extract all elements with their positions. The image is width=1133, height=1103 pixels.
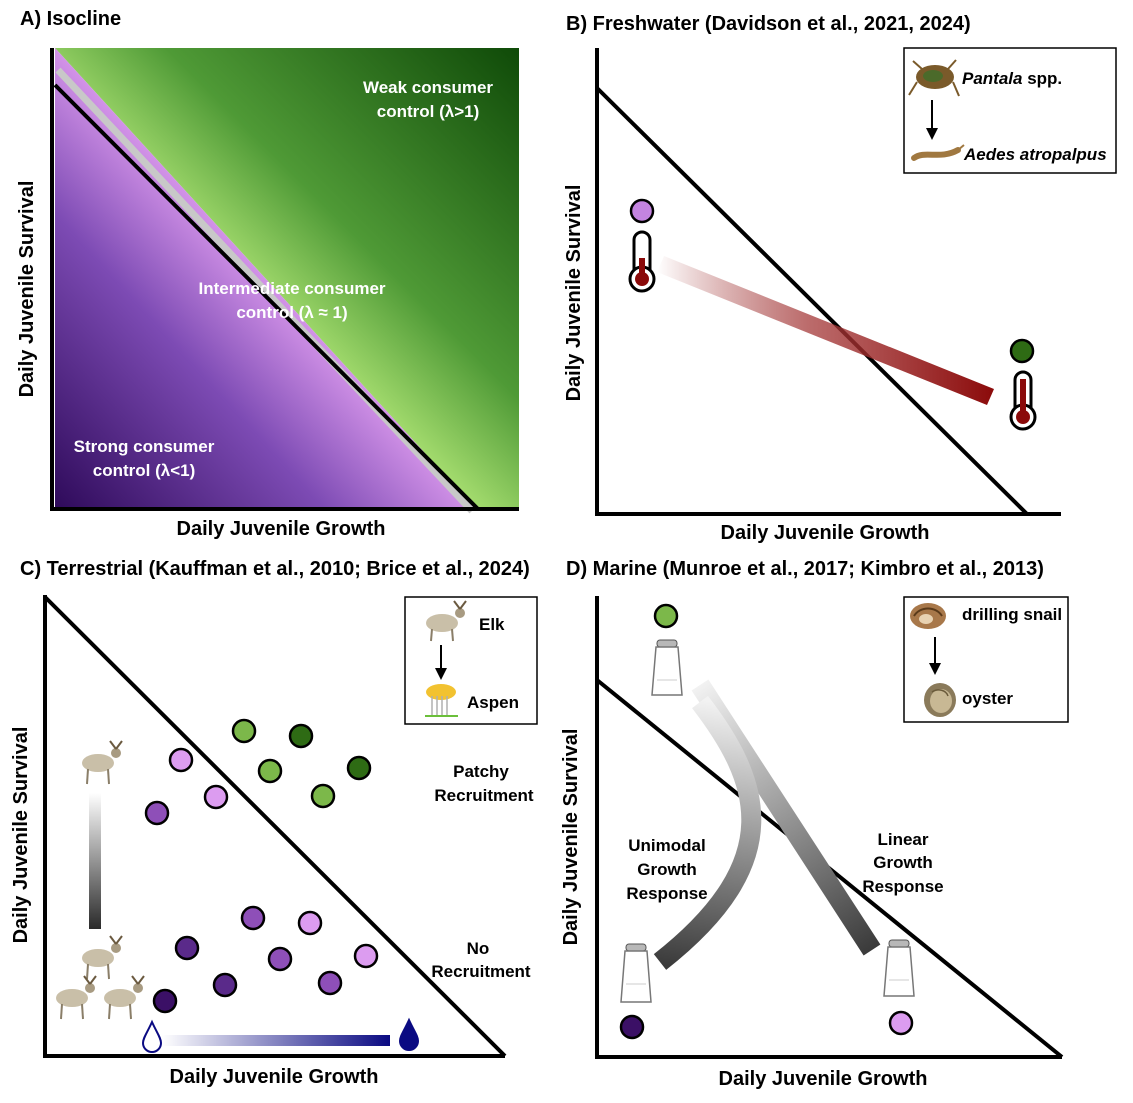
mosquito-larva-icon xyxy=(911,144,965,161)
no-recruitment-line2: Recruitment xyxy=(431,962,531,981)
panel-d: Unimodal Growth Response Linear Growth R… xyxy=(560,596,1069,1090)
panel-b-legend: Pantala spp. Aedes atropalpus xyxy=(903,47,1117,174)
linear-label-line1: Linear xyxy=(877,830,928,849)
patchy-recruitment-line1: Patchy xyxy=(453,762,509,781)
cool-thermometer-icon xyxy=(628,230,656,293)
panel-b: Pantala spp. Aedes atropalpus Daily Juve… xyxy=(563,47,1117,544)
salt-shaker-icon xyxy=(883,939,915,997)
unimodal-label-line3: Response xyxy=(626,884,707,903)
low-salinity-linear-dot xyxy=(888,1010,914,1036)
elk-density-gradient xyxy=(89,793,101,929)
aspen-point xyxy=(353,943,379,969)
panel-a-xlabel: Daily Juvenile Growth xyxy=(177,518,386,540)
elk-icon xyxy=(104,975,145,1020)
intermediate-control-line2: control (λ ≈ 1) xyxy=(236,303,347,322)
panel-a-ylabel: Daily Juvenile Survival xyxy=(16,181,38,398)
intermediate-control-line1: Intermediate consumer xyxy=(198,279,385,298)
panel-c-title: C) Terrestrial (Kauffman et al., 2010; B… xyxy=(20,558,530,580)
aspen-icon xyxy=(425,684,458,717)
panel-c-axes xyxy=(43,595,505,1058)
salt-shaker-icon xyxy=(620,943,652,1003)
panel-a: Weak consumer control (λ>1) Intermediate… xyxy=(16,48,519,540)
panel-d-axes xyxy=(595,596,1062,1059)
predator-name: Elk xyxy=(479,615,505,634)
panel-b-title: B) Freshwater (Davidson et al., 2021, 20… xyxy=(566,13,971,35)
predator-name: Pantala spp. xyxy=(962,69,1062,88)
oyster-icon xyxy=(924,683,956,717)
aspen-point xyxy=(310,783,336,809)
patchy-recruitment-line2: Recruitment xyxy=(434,786,534,805)
weak-control-line1: Weak consumer xyxy=(363,78,493,97)
panel-d-xlabel: Daily Juvenile Growth xyxy=(719,1068,928,1090)
elk-icon xyxy=(82,740,123,785)
panel-d-title: D) Marine (Munroe et al., 2017; Kimbro e… xyxy=(566,558,1044,580)
strong-control-region xyxy=(55,48,476,509)
aspen-point xyxy=(203,784,229,810)
dragonfly-larva-icon xyxy=(908,59,960,97)
aspen-point xyxy=(212,972,238,998)
aspen-point xyxy=(297,910,323,936)
linear-label-line2: Growth xyxy=(873,853,933,872)
elk-icon xyxy=(56,975,97,1020)
panel-b-ylabel: Daily Juvenile Survival xyxy=(563,185,585,402)
aspen-point xyxy=(174,935,200,961)
panel-c-xlabel: Daily Juvenile Growth xyxy=(170,1066,379,1088)
aspen-point xyxy=(144,800,170,826)
low-salinity-unimodal-dot xyxy=(619,1014,645,1040)
panel-b-isocline xyxy=(595,86,1029,516)
panel-d-ylabel: Daily Juvenile Survival xyxy=(560,729,582,946)
salt-shaker-icon xyxy=(651,639,683,696)
prey-name: Aedes atropalpus xyxy=(963,145,1107,164)
weak-control-line2: control (λ>1) xyxy=(377,102,480,121)
high-salinity-dot xyxy=(653,603,679,629)
panel-a-title: A) Isocline xyxy=(20,8,122,30)
elk-icon xyxy=(426,600,467,642)
aspen-point xyxy=(288,723,314,749)
prey-name: oyster xyxy=(962,689,1013,708)
drilling-snail-icon xyxy=(910,603,946,629)
unimodal-growth-response-band xyxy=(653,695,762,970)
prey-name: Aspen xyxy=(467,693,519,712)
aspen-point xyxy=(240,905,266,931)
warm-thermometer-icon xyxy=(1009,370,1037,431)
water-availability-gradient xyxy=(162,1035,390,1046)
aspen-point xyxy=(152,988,178,1014)
aspen-point xyxy=(231,718,257,744)
high-water-drop-icon xyxy=(398,1017,420,1051)
aspen-point xyxy=(257,758,283,784)
aspen-point xyxy=(267,946,293,972)
panel-a-axes xyxy=(50,48,519,511)
strong-control-line1: Strong consumer xyxy=(74,437,215,456)
panel-c-isocline xyxy=(43,595,507,1058)
strong-control-line2: control (λ<1) xyxy=(93,461,196,480)
panel-c: Patchy Recruitment No Recruitment Elk xyxy=(10,595,538,1088)
unimodal-label-line2: Growth xyxy=(637,860,697,879)
panel-d-legend: drilling snail oyster xyxy=(903,596,1069,723)
aspen-point xyxy=(346,755,372,781)
temperature-gradient-band xyxy=(657,256,994,405)
predator-name: drilling snail xyxy=(962,605,1062,624)
low-water-drop-icon xyxy=(141,1019,163,1053)
warm-condition-dot xyxy=(1009,338,1035,364)
isocline-line xyxy=(53,83,480,511)
panel-c-ylabel: Daily Juvenile Survival xyxy=(10,727,32,944)
cool-condition-dot xyxy=(629,198,655,224)
panel-b-xlabel: Daily Juvenile Growth xyxy=(721,522,930,544)
panel-c-legend: Elk Aspen xyxy=(404,596,538,725)
unimodal-label-line1: Unimodal xyxy=(628,836,705,855)
aspen-point xyxy=(168,747,194,773)
aspen-point xyxy=(317,970,343,996)
linear-label-line3: Response xyxy=(862,877,943,896)
panel-b-axes xyxy=(595,48,1061,516)
weak-control-region xyxy=(55,48,519,509)
elk-icon xyxy=(82,935,123,980)
no-recruitment-line1: No xyxy=(467,939,490,958)
